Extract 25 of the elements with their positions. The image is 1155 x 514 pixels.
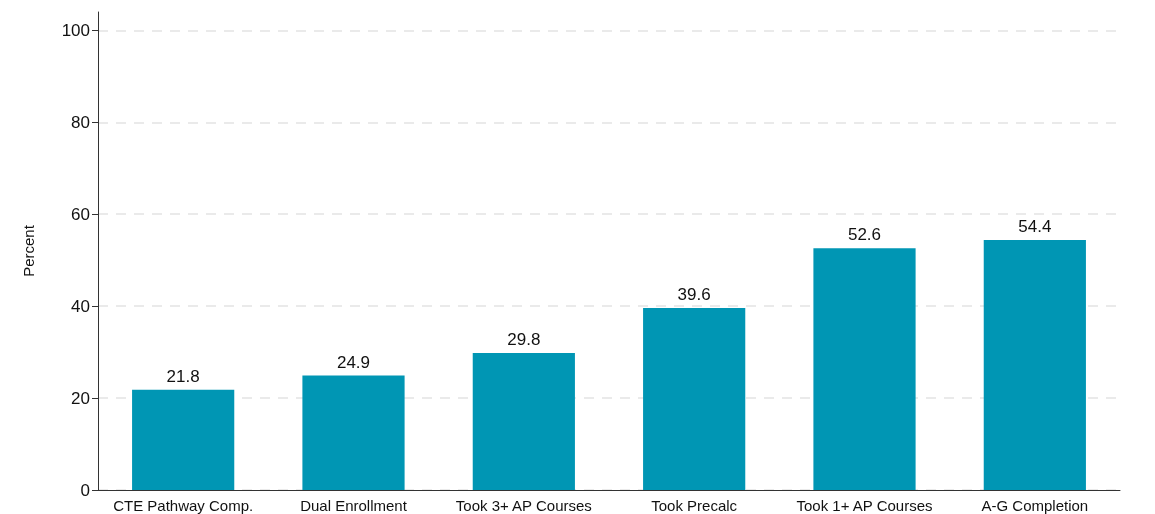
x-tick-label: Took Precalc [651, 497, 738, 514]
bar [302, 375, 405, 490]
y-tick-label: 80 [71, 112, 90, 132]
data-label: 29.8 [507, 330, 541, 350]
bar [813, 248, 916, 490]
x-tick-label: A-G Completion [981, 497, 1089, 514]
y-axis-title: Percent [20, 224, 37, 277]
bar [643, 307, 746, 490]
bar [983, 239, 1086, 490]
x-tick-label: Took 1+ AP Courses [796, 497, 933, 514]
y-tick-label: 20 [71, 388, 90, 408]
y-tick-label: 60 [71, 204, 90, 224]
x-tick-label: Took 3+ AP Courses [455, 497, 592, 514]
data-label: 24.9 [336, 352, 371, 372]
bar [132, 389, 235, 490]
x-tick-label: Dual Enrollment [300, 497, 408, 514]
bar [472, 353, 575, 490]
data-label: 39.6 [677, 284, 711, 304]
x-tick-label: CTE Pathway Comp. [113, 497, 254, 514]
y-tick-label: 100 [61, 20, 90, 40]
y-tick-label: 40 [71, 296, 90, 316]
data-label: 52.6 [847, 225, 882, 245]
data-label: 54.4 [1018, 216, 1052, 236]
y-tick-label: 0 [80, 480, 90, 500]
data-label: 21.8 [166, 366, 200, 386]
